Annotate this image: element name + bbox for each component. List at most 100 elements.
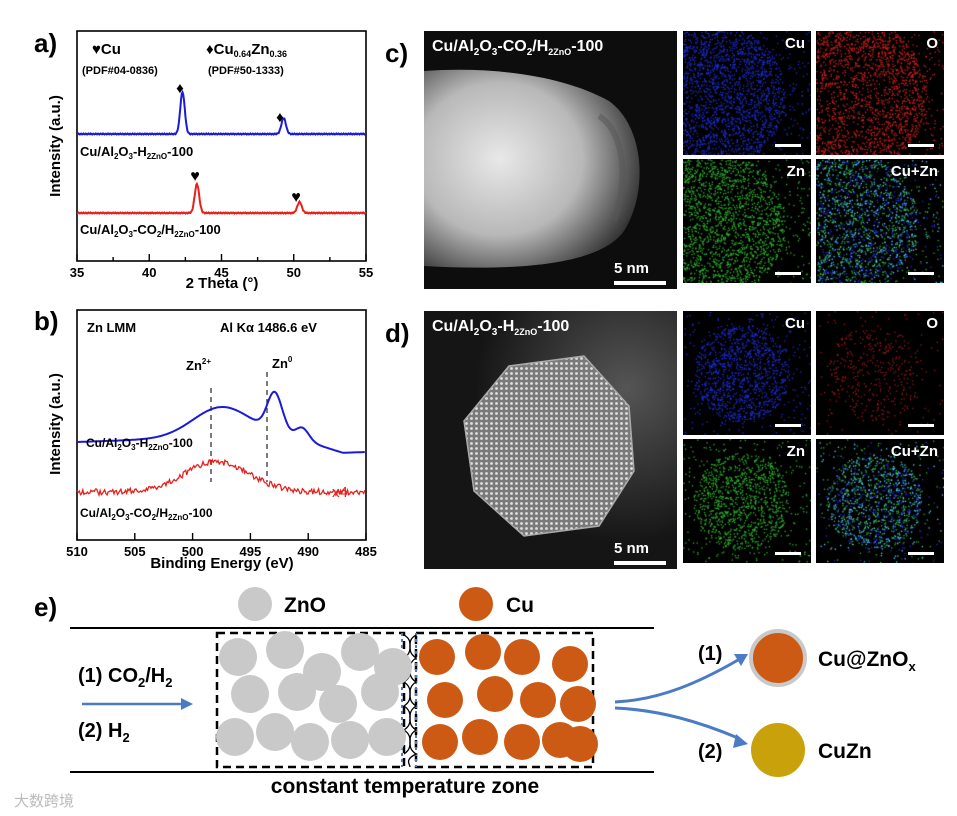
zno-particle	[361, 673, 399, 711]
panel-c-title: Cu/Al2O3-CO2/H2ZnO-100	[432, 38, 604, 59]
legend-cuzn-pdf: (PDF#50-1333)	[208, 65, 284, 77]
result2-label: CuZn	[818, 740, 872, 763]
eds-map-label: O	[926, 315, 938, 332]
xrd-series-co2-h2zno	[76, 181, 367, 215]
watermark: 大数跨境	[14, 792, 75, 810]
panel-e-schematic: ZnO Cu (1) CO2/H2 (2) H2 constant temper…	[70, 587, 916, 798]
cu-znox-particle	[749, 629, 807, 687]
xrd-label-h2zno: Cu/Al2O3-H2ZnO-100	[80, 144, 193, 161]
quartz-wool	[402, 634, 418, 768]
eds-map-label: Cu	[785, 35, 805, 52]
panel-b-title-left: Zn LMM	[87, 320, 136, 335]
zno-particle	[266, 631, 304, 669]
eds-map-o: O	[816, 311, 944, 435]
eds-map-cu-zn: Cu+Zn	[816, 439, 944, 563]
cu-particle	[462, 719, 498, 755]
panel-b-xlabel: Binding Energy (eV)	[150, 555, 293, 572]
cu-particle	[552, 646, 588, 682]
zno-particle	[231, 675, 269, 713]
panel-b-xps-chart: 510 505 500 495 490 485 Binding Energy (eV) I…	[47, 309, 377, 572]
panel-b-xtick-label: 505	[124, 544, 146, 559]
xps-series-co2-h2zno	[76, 457, 366, 498]
eds-map-cu: Cu	[683, 311, 811, 435]
panel-a-xtick-label: 55	[359, 265, 373, 280]
legend-zno-circle	[238, 587, 272, 621]
zno-particle	[368, 718, 406, 756]
panel-d-haadf-image: Cu/Al2O3-H2ZnO-100 5 nm	[424, 311, 677, 569]
eds-map-label: Zn	[786, 163, 805, 180]
outcome-arrow-2	[614, 706, 739, 740]
legend-cuzn: ♦Cu0.64Zn0.36	[206, 41, 287, 59]
eds-scale-bar	[908, 272, 934, 275]
eds-map-label: Cu+Zn	[890, 163, 938, 180]
legend-cu-circle	[459, 587, 493, 621]
cu-particle	[465, 634, 501, 670]
cu-particle	[520, 682, 556, 718]
xrd-series-h2zno	[76, 89, 367, 136]
xps-series-h2zno	[77, 390, 365, 454]
panel-b-letter: b)	[34, 306, 59, 336]
cu-particle	[419, 639, 455, 675]
legend-zno-label: ZnO	[284, 594, 326, 617]
zno-particle	[256, 713, 294, 751]
zn2-label: Zn2+	[186, 357, 211, 373]
xrd-label-co2-h2zno: Cu/Al2O3-CO2/H2ZnO-100	[80, 222, 221, 239]
outcome-arrow-1	[614, 658, 739, 704]
eds-map-label: Cu+Zn	[890, 443, 938, 460]
eds-map-zn: Zn	[683, 439, 811, 563]
panel-b-title-right: Al Kα 1486.6 eV	[220, 320, 317, 335]
panel-a-letter: a)	[34, 28, 58, 58]
panel-b-xtick-label: 485	[355, 544, 377, 559]
eds-scale-bar	[908, 424, 934, 427]
peak-marker-cu-1: ♥	[190, 168, 200, 185]
eds-scale-bar	[908, 144, 934, 147]
panel-a-xtick-label: 35	[70, 265, 84, 280]
eds-map-label: O	[926, 35, 938, 52]
panel-a-xtick-label: 45	[214, 265, 228, 280]
panel-b-xtick-label: 500	[182, 544, 204, 559]
result2-number: (2)	[698, 741, 722, 763]
panel-d-letter: d)	[385, 318, 410, 348]
panel-e-letter: e)	[34, 592, 58, 622]
panel-c-haadf-image: Cu/Al2O3-CO2/H2ZnO-100 5 nm	[424, 31, 677, 289]
cu-particle	[422, 724, 458, 760]
cu-particle	[427, 682, 463, 718]
panel-d-title: Cu/Al2O3-H2ZnO-100	[432, 318, 570, 339]
zno-particle	[291, 723, 329, 761]
result1-label: Cu@ZnOx	[818, 648, 916, 674]
zno-particle	[219, 638, 257, 676]
flow-arrow-head	[181, 698, 193, 710]
zno-particle	[341, 633, 379, 671]
zno-particle	[216, 718, 254, 756]
eds-map-zn: Zn	[683, 159, 811, 283]
cu-particle	[560, 686, 596, 722]
cu-particle	[562, 726, 598, 762]
legend-cu-label: Cu	[506, 594, 534, 617]
eds-scale-bar	[908, 552, 934, 555]
eds-scale-bar	[775, 424, 801, 427]
peak-marker-cu-2: ♥	[291, 189, 301, 206]
step1-label: (1) CO2/H2	[78, 665, 172, 690]
legend-cu-pdf: (PDF#04-0836)	[82, 65, 158, 77]
zno-particle	[278, 673, 316, 711]
panel-c-scale-label: 5 nm	[614, 260, 650, 277]
panel-b-xtick-label: 490	[297, 544, 319, 559]
panel-b-ylabel: Intensity (a.u.)	[47, 373, 64, 475]
eds-map-label: Cu	[785, 315, 805, 332]
cuzn-particle	[751, 723, 805, 777]
panel-d-scale-label: 5 nm	[614, 540, 650, 557]
step2-label: (2) H2	[78, 720, 130, 745]
zno-particle	[319, 685, 357, 723]
cu-particle	[477, 676, 513, 712]
panel-c-letter: c)	[385, 38, 409, 68]
panel-b-xtick-label: 510	[66, 544, 88, 559]
eds-map-cu-zn: Cu+Zn	[816, 159, 944, 283]
eds-scale-bar	[775, 552, 801, 555]
panel-d-scale-bar	[614, 561, 666, 565]
legend-cu: ♥Cu	[92, 41, 121, 58]
xps-label-co2-h2zno: Cu/Al2O3-CO2/H2ZnO-100	[80, 506, 213, 522]
panel-a-ylabel: Intensity (a.u.)	[47, 95, 64, 197]
scale-note: x4	[332, 484, 348, 501]
zn0-label: Zn0	[272, 355, 293, 371]
panel-a-xrd-chart: 35 40 45 50 55 2 Theta (°) Intensity (a.u.) …	[47, 30, 373, 292]
